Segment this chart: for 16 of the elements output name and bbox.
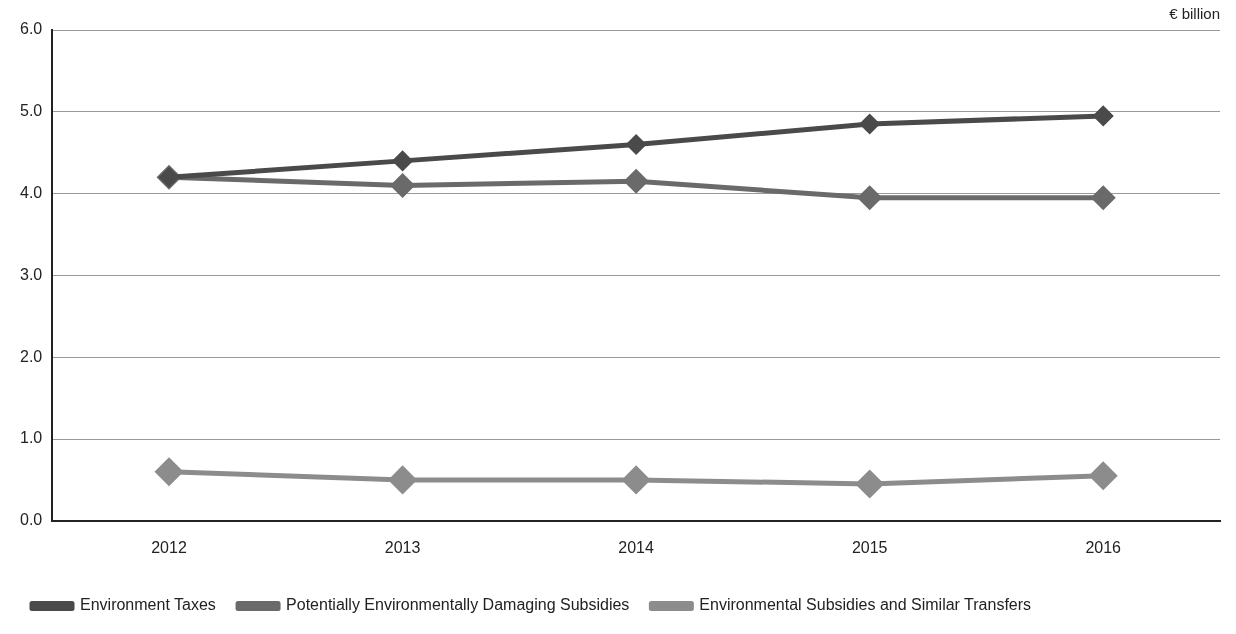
y-tick-label: 1.0 — [19, 429, 43, 447]
x-tick-label: 2013 — [384, 538, 421, 556]
y-tick-label: 6.0 — [19, 20, 43, 38]
x-tick-label: 2015 — [851, 538, 888, 556]
legend-label: Environment Taxes — [80, 596, 216, 614]
y-tick-label: 2.0 — [19, 347, 43, 365]
y-tick-label: 4.0 — [19, 184, 43, 202]
legend-label: Environmental Subsidies and Similar Transfers — [699, 596, 1032, 614]
y-tick-label: 5.0 — [19, 102, 43, 120]
x-tick-label: 2016 — [1085, 538, 1122, 556]
y-axis-title: € billion — [1169, 4, 1220, 22]
x-tick-label: 2012 — [151, 538, 187, 556]
legend-label: Potentially Environmentally Damaging Subsidies — [286, 596, 630, 614]
y-tick-label: 3.0 — [19, 265, 43, 283]
x-tick-label: 2014 — [618, 538, 655, 556]
y-tick-label: 0.0 — [19, 511, 43, 529]
